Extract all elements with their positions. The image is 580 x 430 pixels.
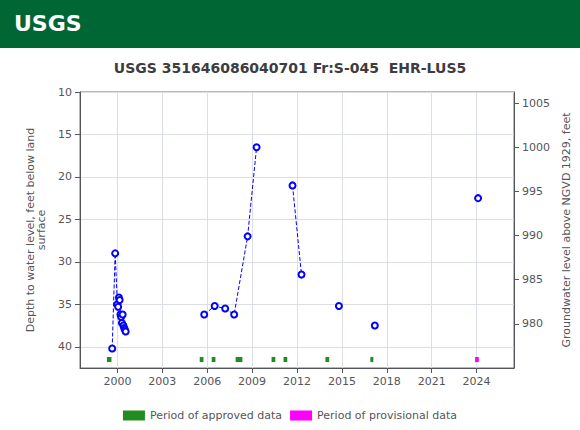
svg-text:985: 985 <box>522 273 543 286</box>
svg-text:Groundwater level above NGVD 1: Groundwater level above NGVD 1929, feet <box>560 112 573 348</box>
svg-text:2009: 2009 <box>238 375 266 388</box>
svg-text:2003: 2003 <box>148 375 176 388</box>
svg-text:Depth to water level, feet bel: Depth to water level, feet below land <box>24 127 38 333</box>
svg-text:980: 980 <box>522 317 543 330</box>
svg-text:995: 995 <box>522 185 543 198</box>
svg-text:2024: 2024 <box>463 375 491 388</box>
svg-text:25: 25 <box>58 213 72 226</box>
svg-text:2015: 2015 <box>328 375 356 388</box>
svg-text:30: 30 <box>58 255 72 268</box>
svg-text:Period of provisional data: Period of provisional data <box>317 409 457 422</box>
svg-text:2000: 2000 <box>103 375 131 388</box>
svg-text:15: 15 <box>58 128 72 141</box>
svg-text:USGS: USGS <box>14 11 82 36</box>
svg-text:surface: surface <box>35 209 48 250</box>
svg-text:2018: 2018 <box>373 375 401 388</box>
svg-text:990: 990 <box>522 229 543 242</box>
svg-text:Period of approved data: Period of approved data <box>150 409 282 422</box>
svg-text:10: 10 <box>58 86 72 99</box>
svg-text:USGS 351646086040701 Fr:S-045: USGS 351646086040701 Fr:S-045 EHR-LUS5 <box>114 60 466 76</box>
svg-text:35: 35 <box>58 298 72 311</box>
svg-text:20: 20 <box>58 170 72 183</box>
svg-text:2006: 2006 <box>193 375 221 388</box>
svg-text:1000: 1000 <box>522 141 550 154</box>
svg-text:2012: 2012 <box>283 375 311 388</box>
svg-text:1005: 1005 <box>522 97 550 110</box>
svg-text:2021: 2021 <box>418 375 446 388</box>
svg-text:40: 40 <box>58 340 72 353</box>
